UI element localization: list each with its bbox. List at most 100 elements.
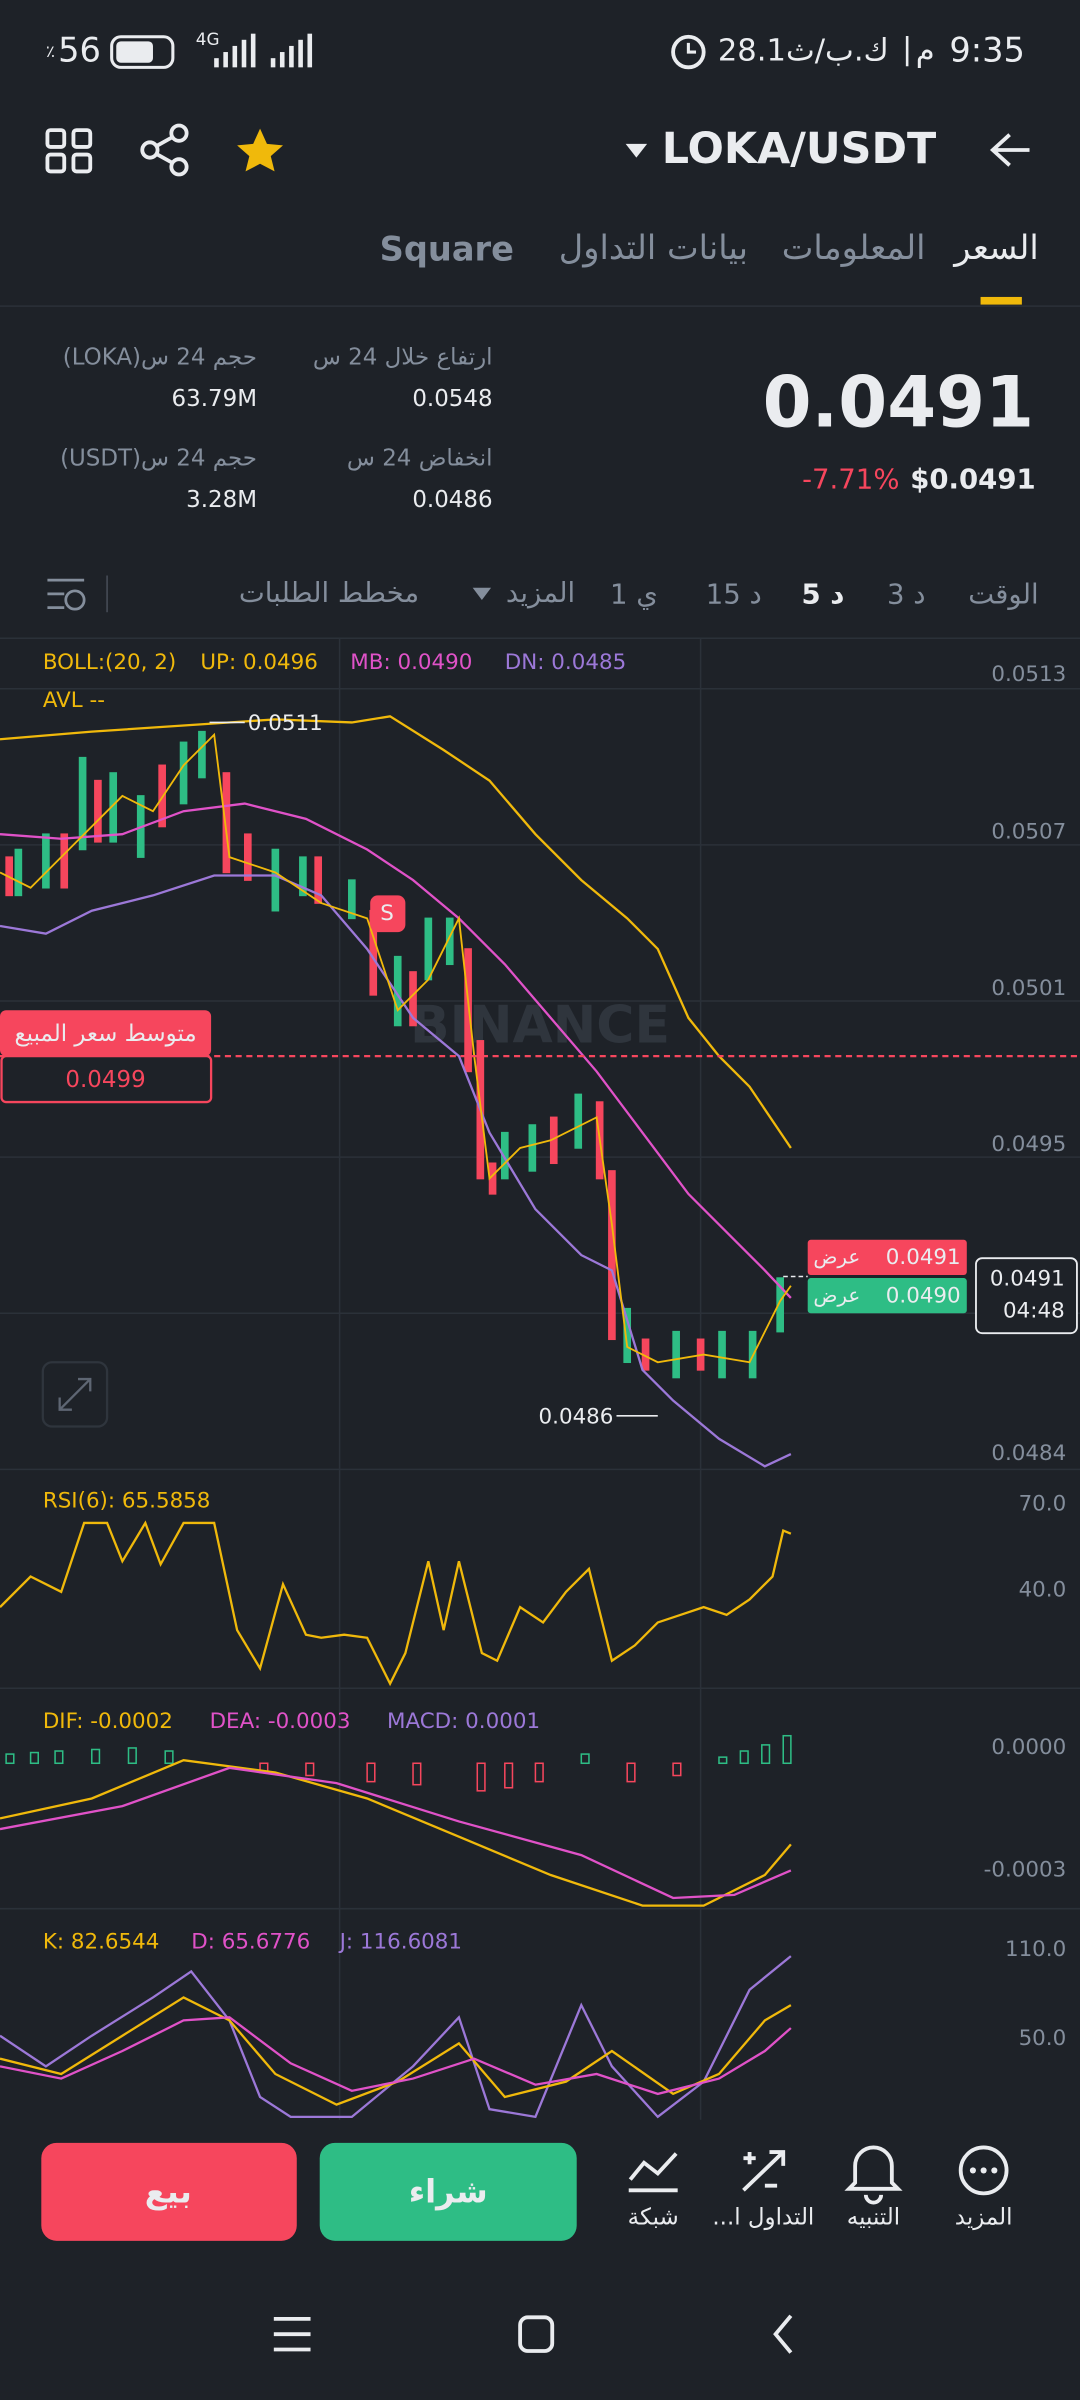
last-price: 0.0491 [763, 362, 1035, 444]
tool-label: شبكة [628, 2204, 679, 2230]
trade-tool-icon[interactable] [742, 2150, 786, 2192]
d-line [0, 2016, 792, 2096]
y-label: -0.0003 [984, 1857, 1067, 1882]
separator: | [902, 32, 912, 67]
tabs: السعر المعلومات بيانات التداول Square [0, 228, 1080, 307]
home-button[interactable] [518, 2315, 555, 2353]
back-arrow[interactable] [989, 133, 1030, 167]
recents-button[interactable] [273, 2316, 311, 2352]
stat-label: انخفاض 24 س [347, 446, 493, 472]
dea-label: DEA: -0.0003 [210, 1709, 351, 1734]
sell-label: بيع [145, 2172, 192, 2210]
interval-active[interactable]: 5 د [802, 578, 845, 610]
alarm-hands [686, 42, 697, 54]
sell-button[interactable] [41, 2142, 297, 2241]
up-candles [14, 730, 784, 1379]
pair-title[interactable]: LOKA/USDT [662, 124, 936, 174]
low-marker: 0.0486 [539, 1404, 614, 1429]
interval-bar: الوقت 3 د 5 د 15 د 1 ي المزيد مخطط الطلب… [0, 575, 1080, 640]
countdown: 04:48 [1003, 1299, 1065, 1324]
more-dots [969, 2167, 998, 2174]
y-label: 0.0484 [991, 1441, 1066, 1466]
more-dropdown [472, 587, 492, 600]
interval[interactable]: 15 د [706, 578, 762, 610]
avl-label: AVL -- [43, 688, 105, 713]
ask-tag [807, 1239, 967, 1275]
stat-label: حجم 24 س(USDT) [60, 446, 257, 472]
stat-value: 0.0486 [412, 487, 492, 513]
battery-icon [110, 35, 175, 69]
interval-more[interactable]: المزيد [506, 577, 575, 609]
signal-label: S [380, 901, 394, 926]
boll-up: UP: 0.0496 [200, 650, 317, 675]
avg-sell-box [0, 1054, 213, 1104]
macd-hist-down [259, 1762, 682, 1792]
y-label: 0.0513 [991, 662, 1066, 687]
interval[interactable]: 1 ي [610, 578, 658, 610]
alert-tool-icon[interactable] [844, 2145, 903, 2205]
stat-value: 63.79M [172, 386, 257, 412]
grid-menu-icon[interactable] [45, 128, 93, 174]
tab-active[interactable]: السعر [952, 228, 1038, 268]
usd-price: $0.0491 [910, 464, 1035, 496]
more-tool-icon[interactable] [958, 2145, 1009, 2196]
buy-button[interactable] [319, 2142, 577, 2241]
stat-value: 0.0548 [412, 386, 492, 412]
bid-label: عرض [813, 1284, 860, 1307]
buy-label: شراء [409, 2172, 488, 2210]
boll-lower [0, 874, 792, 1468]
d-label: D: 65.6776 [191, 1929, 310, 1954]
y-label: 50.0 [1019, 2026, 1067, 2051]
data-rate: 28.1ك.ب/ث [718, 34, 889, 69]
tab[interactable]: المعلومات [782, 228, 926, 268]
favorite-star[interactable] [237, 128, 284, 172]
macd-label: MACD: 0.0001 [387, 1709, 540, 1734]
status-bar: 9:35 م | 28.1ك.ب/ث ٪ 56 4G [46, 29, 1025, 70]
battery-fill [116, 41, 153, 63]
boll-down: DN: 0.0485 [505, 650, 626, 675]
interval[interactable]: الوقت [968, 578, 1038, 610]
battery-unit: ٪ [46, 41, 55, 61]
high-marker: 0.0511 [248, 711, 323, 736]
chart-settings-icon[interactable] [47, 578, 86, 611]
tool-label: التداول ا... [712, 2204, 814, 2230]
y-label: 110.0 [1005, 1937, 1066, 1962]
macd-hist-up [5, 1734, 792, 1765]
system-nav [273, 2314, 793, 2354]
tab[interactable]: Square [380, 230, 514, 269]
boll-mid: MB: 0.0490 [350, 650, 472, 675]
tab[interactable]: بيانات التداول [559, 228, 748, 268]
y-label: 0.0000 [991, 1735, 1066, 1760]
current-price: 0.0491 [990, 1267, 1065, 1292]
current-price-box [975, 1257, 1078, 1335]
y-label: 0.0507 [991, 820, 1066, 845]
expand-icon [58, 1377, 92, 1411]
bid-value: 0.0490 [886, 1283, 961, 1308]
bid-tag [807, 1278, 967, 1314]
price-block: 0.0491 $0.0491 -7.71% ارتفاع خلال 24 س 0… [60, 345, 1036, 513]
pair-dropdown[interactable] [625, 143, 648, 158]
header: LOKA/USDT [45, 123, 1030, 177]
expand-button[interactable] [41, 1361, 109, 1428]
share-icon[interactable] [140, 123, 189, 177]
rsi-label: RSI(6): 65.5858 [43, 1489, 211, 1514]
clock-period: م [916, 34, 935, 69]
interval[interactable]: 3 د [887, 578, 926, 610]
tab-indicator [980, 296, 1022, 305]
y-label: 0.0501 [991, 976, 1066, 1001]
back-button[interactable] [773, 2314, 793, 2354]
price-change: -7.71% [802, 464, 899, 496]
price-line [0, 732, 792, 1364]
avg-sell-label: متوسط سعر المبيع [14, 1021, 196, 1047]
depth-chart[interactable]: مخطط الطلبات [239, 577, 419, 609]
grid-tool-icon[interactable] [628, 2152, 678, 2193]
y-label: 0.0495 [991, 1132, 1066, 1157]
signal-badge [370, 895, 406, 933]
stat-label: ارتفاع خلال 24 س [313, 345, 493, 371]
stat-label: حجم 24 س(LOKA) [63, 345, 257, 371]
alarm-icon [671, 34, 706, 70]
stat-value: 3.28M [186, 487, 257, 513]
rsi-line [0, 1520, 792, 1687]
